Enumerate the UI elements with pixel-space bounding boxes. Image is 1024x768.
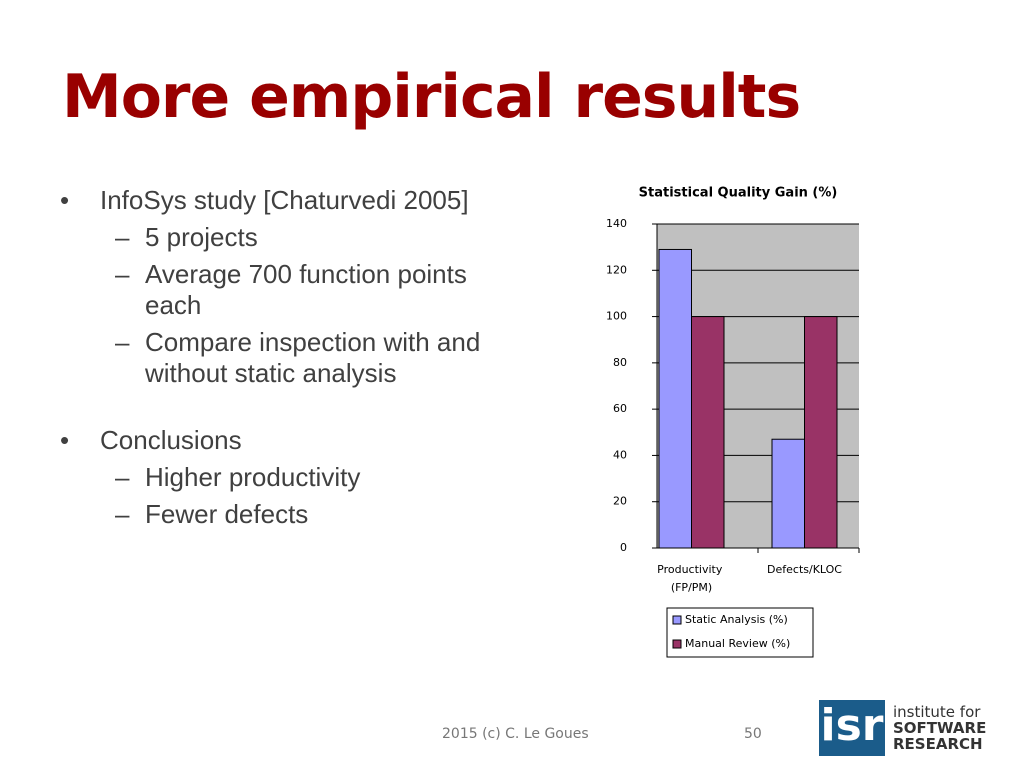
legend-label: Static Analysis (%) xyxy=(685,613,788,626)
slide-title: More empirical results xyxy=(62,62,801,132)
y-tick-label: 140 xyxy=(606,217,627,230)
logo-mark: isr xyxy=(819,700,885,756)
logo-line: RESEARCH xyxy=(893,735,983,753)
y-tick-label: 100 xyxy=(606,310,627,323)
sub-bullet: Fewer defects xyxy=(60,499,490,530)
bullet: Conclusions xyxy=(60,425,490,456)
y-tick-label: 0 xyxy=(620,541,627,554)
bar xyxy=(658,248,692,549)
sub-bullet: 5 projects xyxy=(60,222,490,253)
y-tick-label: 80 xyxy=(613,356,627,369)
legend-swatch xyxy=(672,639,682,649)
bar xyxy=(804,316,838,549)
y-tick-label: 20 xyxy=(613,495,627,508)
logo-text: institute for SOFTWARE RESEARCH xyxy=(893,704,986,752)
sub-bullet: Average 700 function points each xyxy=(60,259,490,321)
bar xyxy=(691,316,725,549)
chart-title: Statistical Quality Gain (%) xyxy=(639,186,838,201)
legend-box xyxy=(666,607,814,658)
x-tick-label: Defects/KLOC xyxy=(767,563,842,576)
bar xyxy=(771,438,805,549)
page-number: 50 xyxy=(744,726,762,742)
sub-bullet: Higher productivity xyxy=(60,462,490,493)
y-tick-label: 40 xyxy=(613,448,627,461)
bullet: InfoSys study [Chaturvedi 2005] xyxy=(60,185,490,216)
legend-label: Manual Review (%) xyxy=(685,637,790,650)
y-tick-label: 120 xyxy=(606,263,627,276)
sub-bullet: Compare inspection with and without stat… xyxy=(60,327,490,389)
logo-line: institute for xyxy=(893,703,981,721)
y-tick-label: 60 xyxy=(613,402,627,415)
logo-line: SOFTWARE xyxy=(893,719,987,737)
legend-swatch xyxy=(672,615,682,625)
footer: 2015 (c) C. Le Goues xyxy=(442,726,589,742)
x-tick-label: Productivity (FP/PM) xyxy=(657,563,726,594)
bullet-list: InfoSys study [Chaturvedi 2005] 5 project… xyxy=(60,185,490,530)
